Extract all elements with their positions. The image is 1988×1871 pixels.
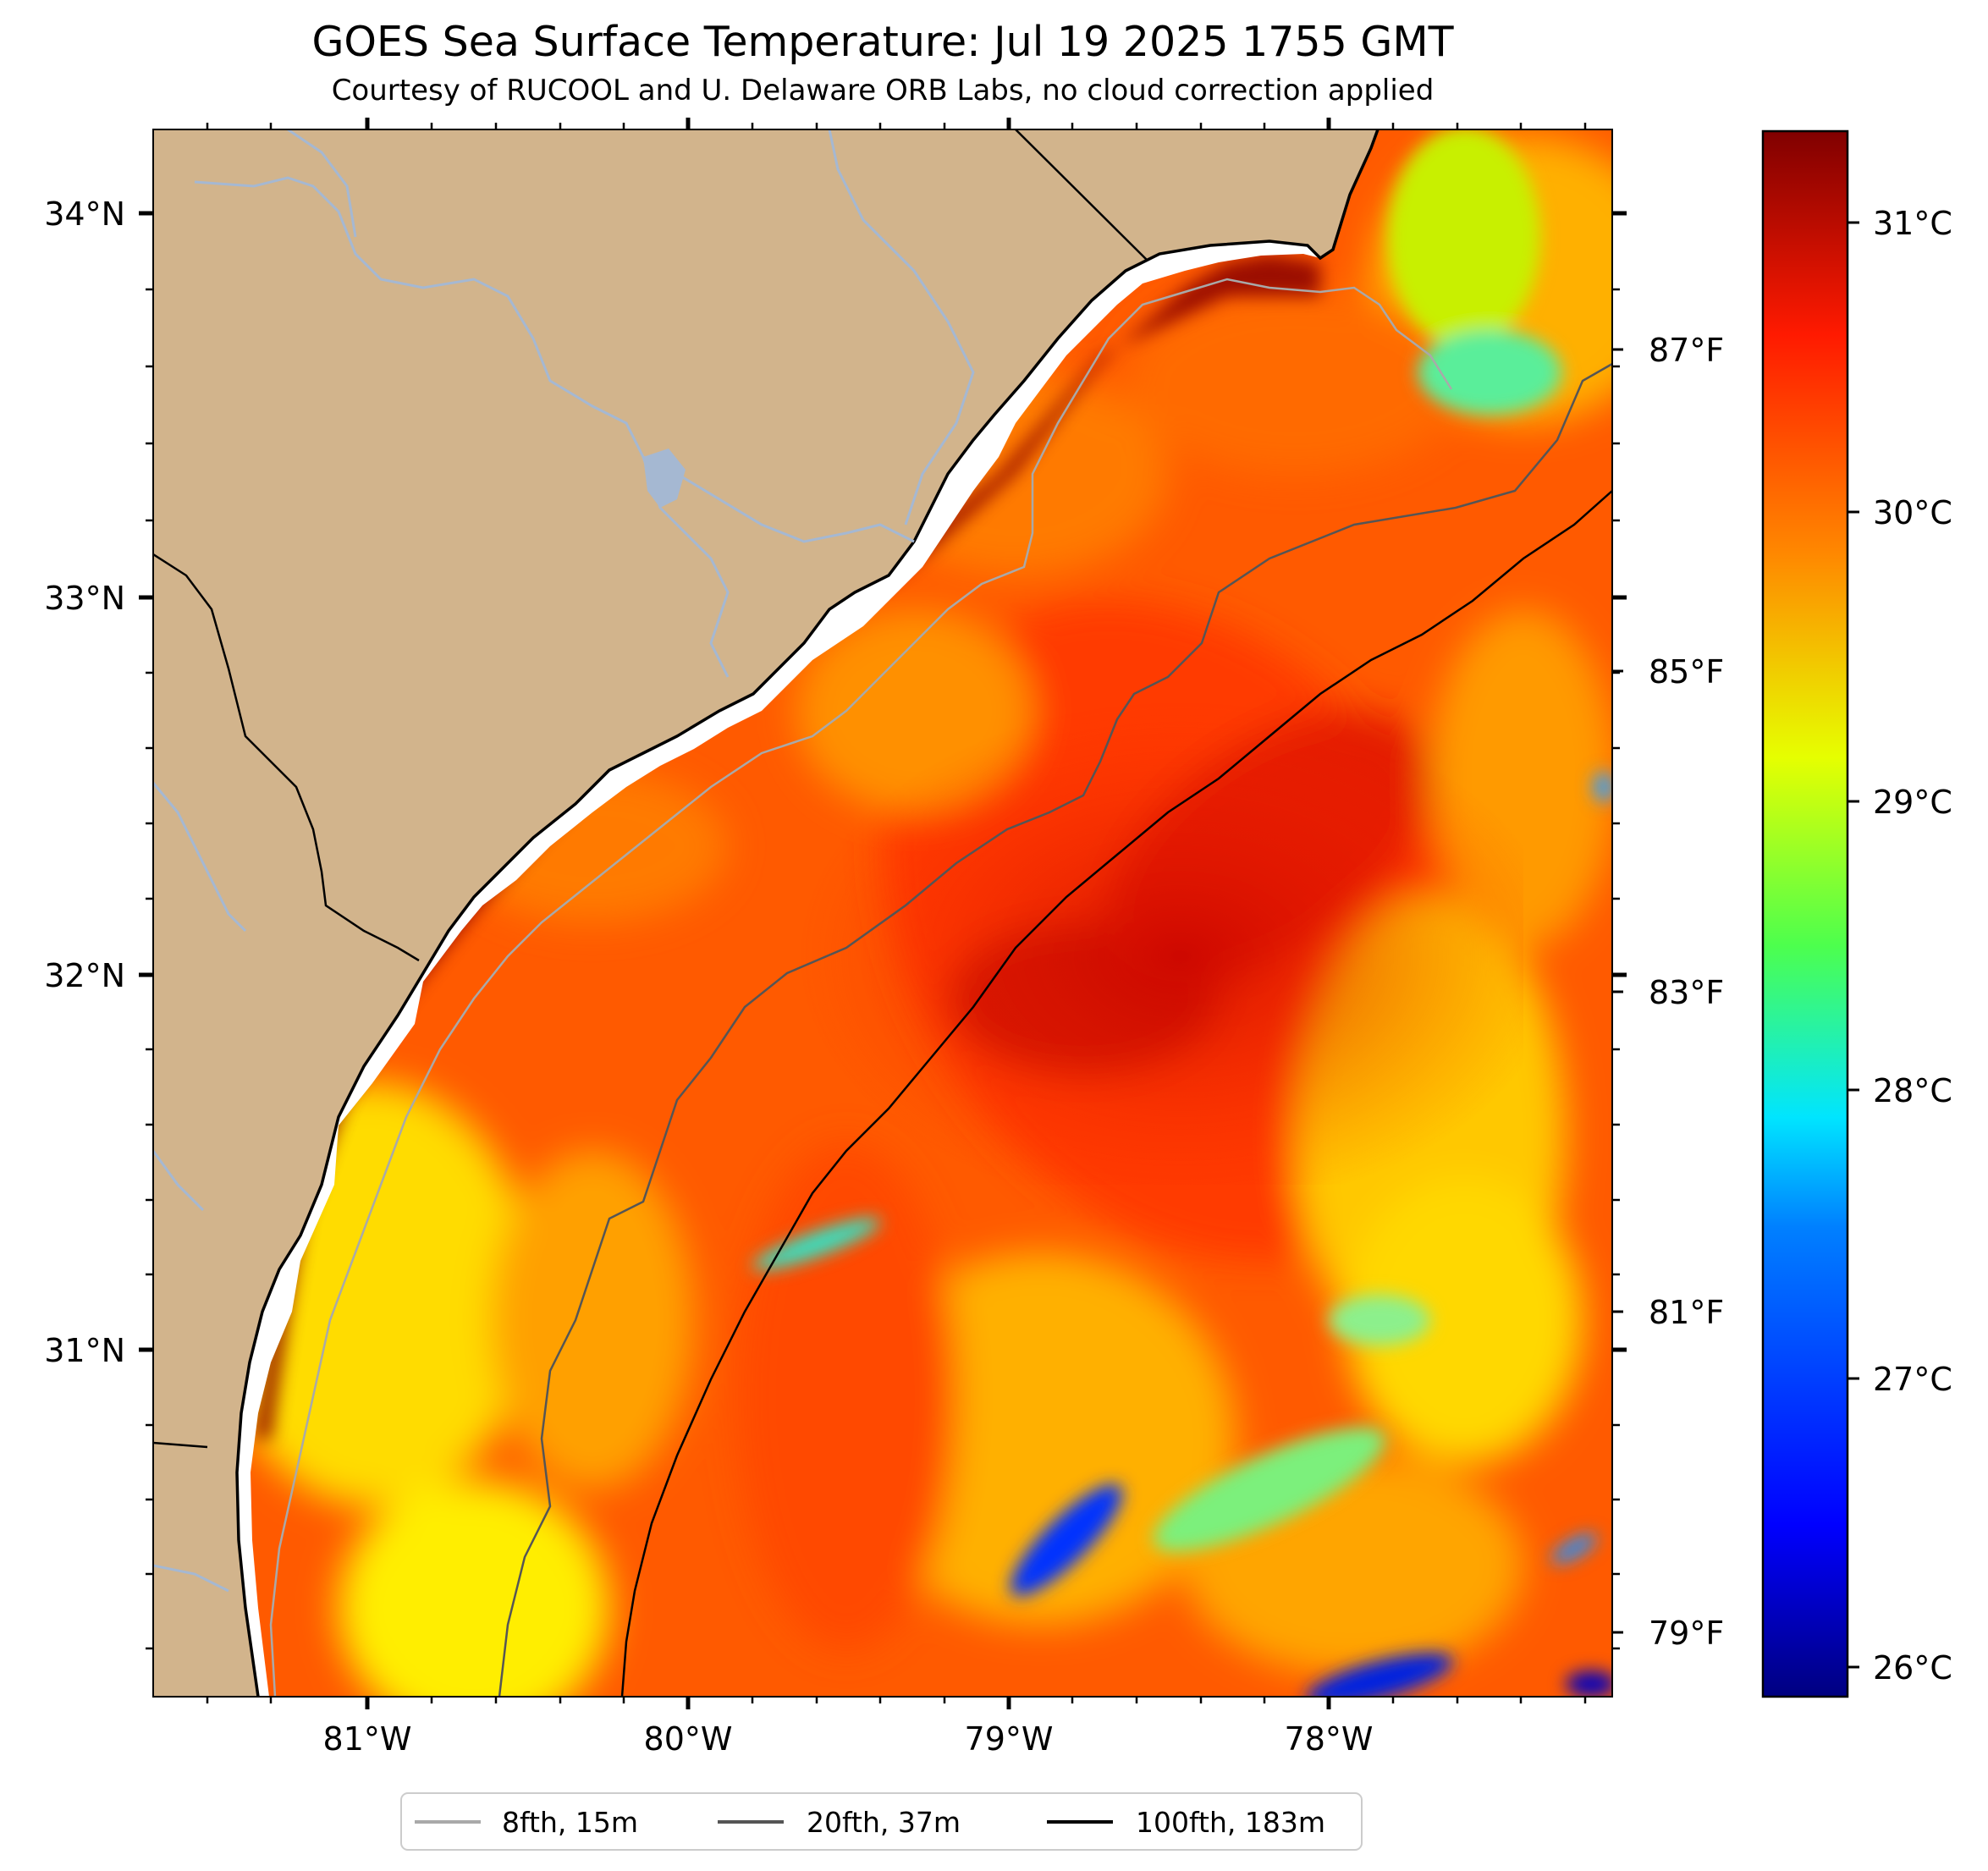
state-border-nc-sc <box>1015 129 1148 261</box>
isobath-legend: 8fth, 15m 20fth, 37m 100fth, 183m <box>400 1792 1363 1851</box>
colorbar <box>1761 129 1849 1698</box>
lon-label-78w: 78°W <box>1285 1720 1374 1758</box>
lat-label-33n: 33°N <box>44 580 125 617</box>
figure-title: GOES Sea Surface Temperature: Jul 19 202… <box>311 18 1454 66</box>
legend-label-100fth: 100fth, 183m <box>1136 1806 1325 1839</box>
lon-label-81w: 81°W <box>323 1720 412 1758</box>
legend-box <box>400 1792 1363 1851</box>
lat-label-32n: 32°N <box>44 957 125 994</box>
colorbar-ticks <box>1848 221 1859 1669</box>
legend-label-8fth: 8fth, 15m <box>502 1806 638 1839</box>
isobath-8fth <box>269 278 1453 1697</box>
f-label-83: 83°F <box>1649 974 1724 1011</box>
lake <box>643 448 686 508</box>
f-label-85: 85°F <box>1649 653 1724 691</box>
f-label-79: 79°F <box>1649 1615 1724 1652</box>
lat-label-31n: 31°N <box>44 1332 125 1369</box>
c-label-29: 29°C <box>1873 784 1952 821</box>
land-mass <box>153 129 1378 1697</box>
legend-label-20fth: 20fth, 37m <box>807 1806 961 1839</box>
coastline <box>235 129 1379 1697</box>
cool-streaks <box>752 129 1612 1697</box>
map-frame <box>152 129 1613 1698</box>
c-label-26: 26°C <box>1873 1649 1952 1687</box>
lat-label-34n: 34°N <box>44 195 125 233</box>
state-border-ga-fl <box>153 1441 208 1449</box>
map-ticks <box>139 118 1627 1709</box>
c-label-27: 27°C <box>1873 1361 1952 1398</box>
figure-subtitle: Courtesy of RUCOOL and U. Delaware ORB L… <box>332 74 1435 107</box>
f-label-81: 81°F <box>1649 1294 1724 1331</box>
lon-label-79w: 79°W <box>965 1720 1054 1758</box>
state-border-sc-ga <box>153 553 420 962</box>
c-label-31: 31°C <box>1873 205 1952 242</box>
isobath-100fth <box>620 490 1612 1697</box>
c-label-30: 30°C <box>1873 494 1952 531</box>
isobath-20fth <box>498 362 1612 1697</box>
sst-map <box>153 129 1612 1697</box>
c-label-28: 28°C <box>1873 1072 1952 1109</box>
f-label-87: 87°F <box>1649 332 1724 369</box>
lon-label-80w: 80°W <box>644 1720 733 1758</box>
